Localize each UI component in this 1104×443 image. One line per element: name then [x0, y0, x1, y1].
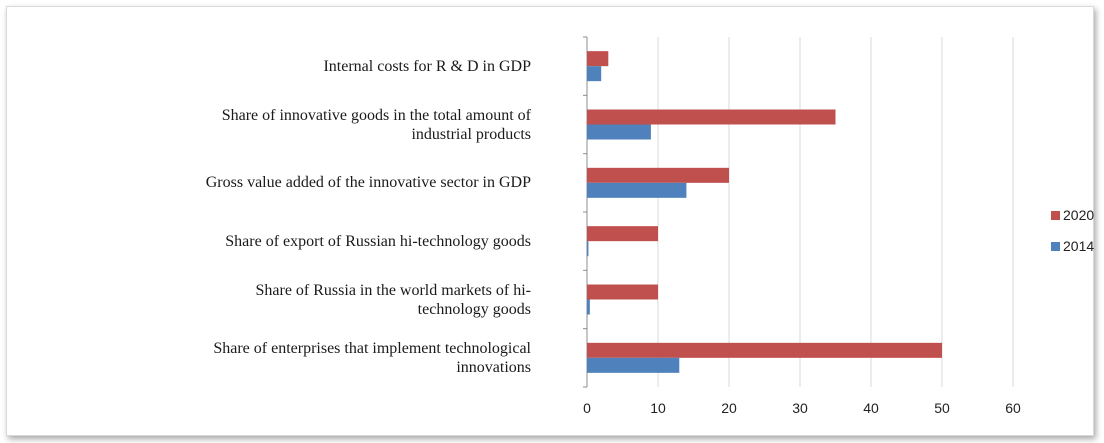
category-label-line: innovations	[456, 358, 531, 376]
category-label-line: Share of export of Russian hi-technology…	[225, 232, 531, 250]
legend-item-2020: 2020	[1051, 205, 1094, 225]
category-label-line: Share of innovative goods in the total a…	[221, 106, 531, 124]
category-label: Share of innovative goods in the total a…	[61, 106, 531, 144]
category-label-line: Gross value added of the innovative sect…	[205, 174, 531, 192]
bar-2014-4	[587, 241, 589, 257]
legend: 2020 2014	[1051, 205, 1094, 267]
category-label-line: Share of enterprises that implement tech…	[213, 339, 531, 357]
bar-2020-5	[587, 284, 658, 300]
bar-2014-5	[587, 299, 590, 315]
category-label: Share of Russia in the world markets of …	[61, 281, 532, 319]
x-tick-label-10: 10	[650, 400, 666, 416]
bar-2014-3	[587, 182, 687, 198]
bar-2020-2	[587, 109, 836, 125]
x-tick-label-0: 0	[583, 400, 591, 416]
x-tick-label-50: 50	[934, 400, 950, 416]
bar-2020-3	[587, 167, 729, 183]
x-tick-label-30: 30	[792, 400, 808, 416]
category-label: Internal costs for R & D in GDP	[61, 57, 531, 76]
x-tick-label-20: 20	[721, 400, 737, 416]
chart-frame: 0 10 20 30 40 50 60 Internal costs for R & D i…	[6, 6, 1094, 436]
legend-item-2014: 2014	[1051, 236, 1094, 256]
legend-label-2020: 2020	[1063, 207, 1095, 223]
legend-swatch-2020	[1051, 210, 1060, 220]
category-label: Share of export of Russian hi-technology…	[61, 232, 531, 251]
legend-label-2014: 2014	[1063, 238, 1095, 254]
bar-2014-2	[587, 124, 651, 140]
x-tick-label-40: 40	[863, 400, 879, 416]
category-label: Gross value added of the innovative sect…	[61, 173, 531, 192]
category-label: Share of enterprises that implement tech…	[61, 339, 531, 377]
bar-2020-6	[587, 342, 942, 358]
bar-2020-1	[587, 51, 609, 67]
bar-2020-4	[587, 226, 658, 242]
bar-2014-6	[587, 357, 680, 373]
bar-chart: 0 10 20 30 40 50 60	[583, 36, 1021, 416]
category-label-line: industrial products	[411, 125, 531, 143]
legend-swatch-2014	[1051, 241, 1060, 251]
category-label-line: Internal costs for R & D in GDP	[323, 57, 531, 75]
category-label-line: technology goods	[417, 300, 531, 318]
bar-2014-1	[587, 66, 602, 82]
x-tick-label-60: 60	[1005, 400, 1021, 416]
category-label-line: Share of Russia in the world markets of …	[255, 281, 532, 299]
